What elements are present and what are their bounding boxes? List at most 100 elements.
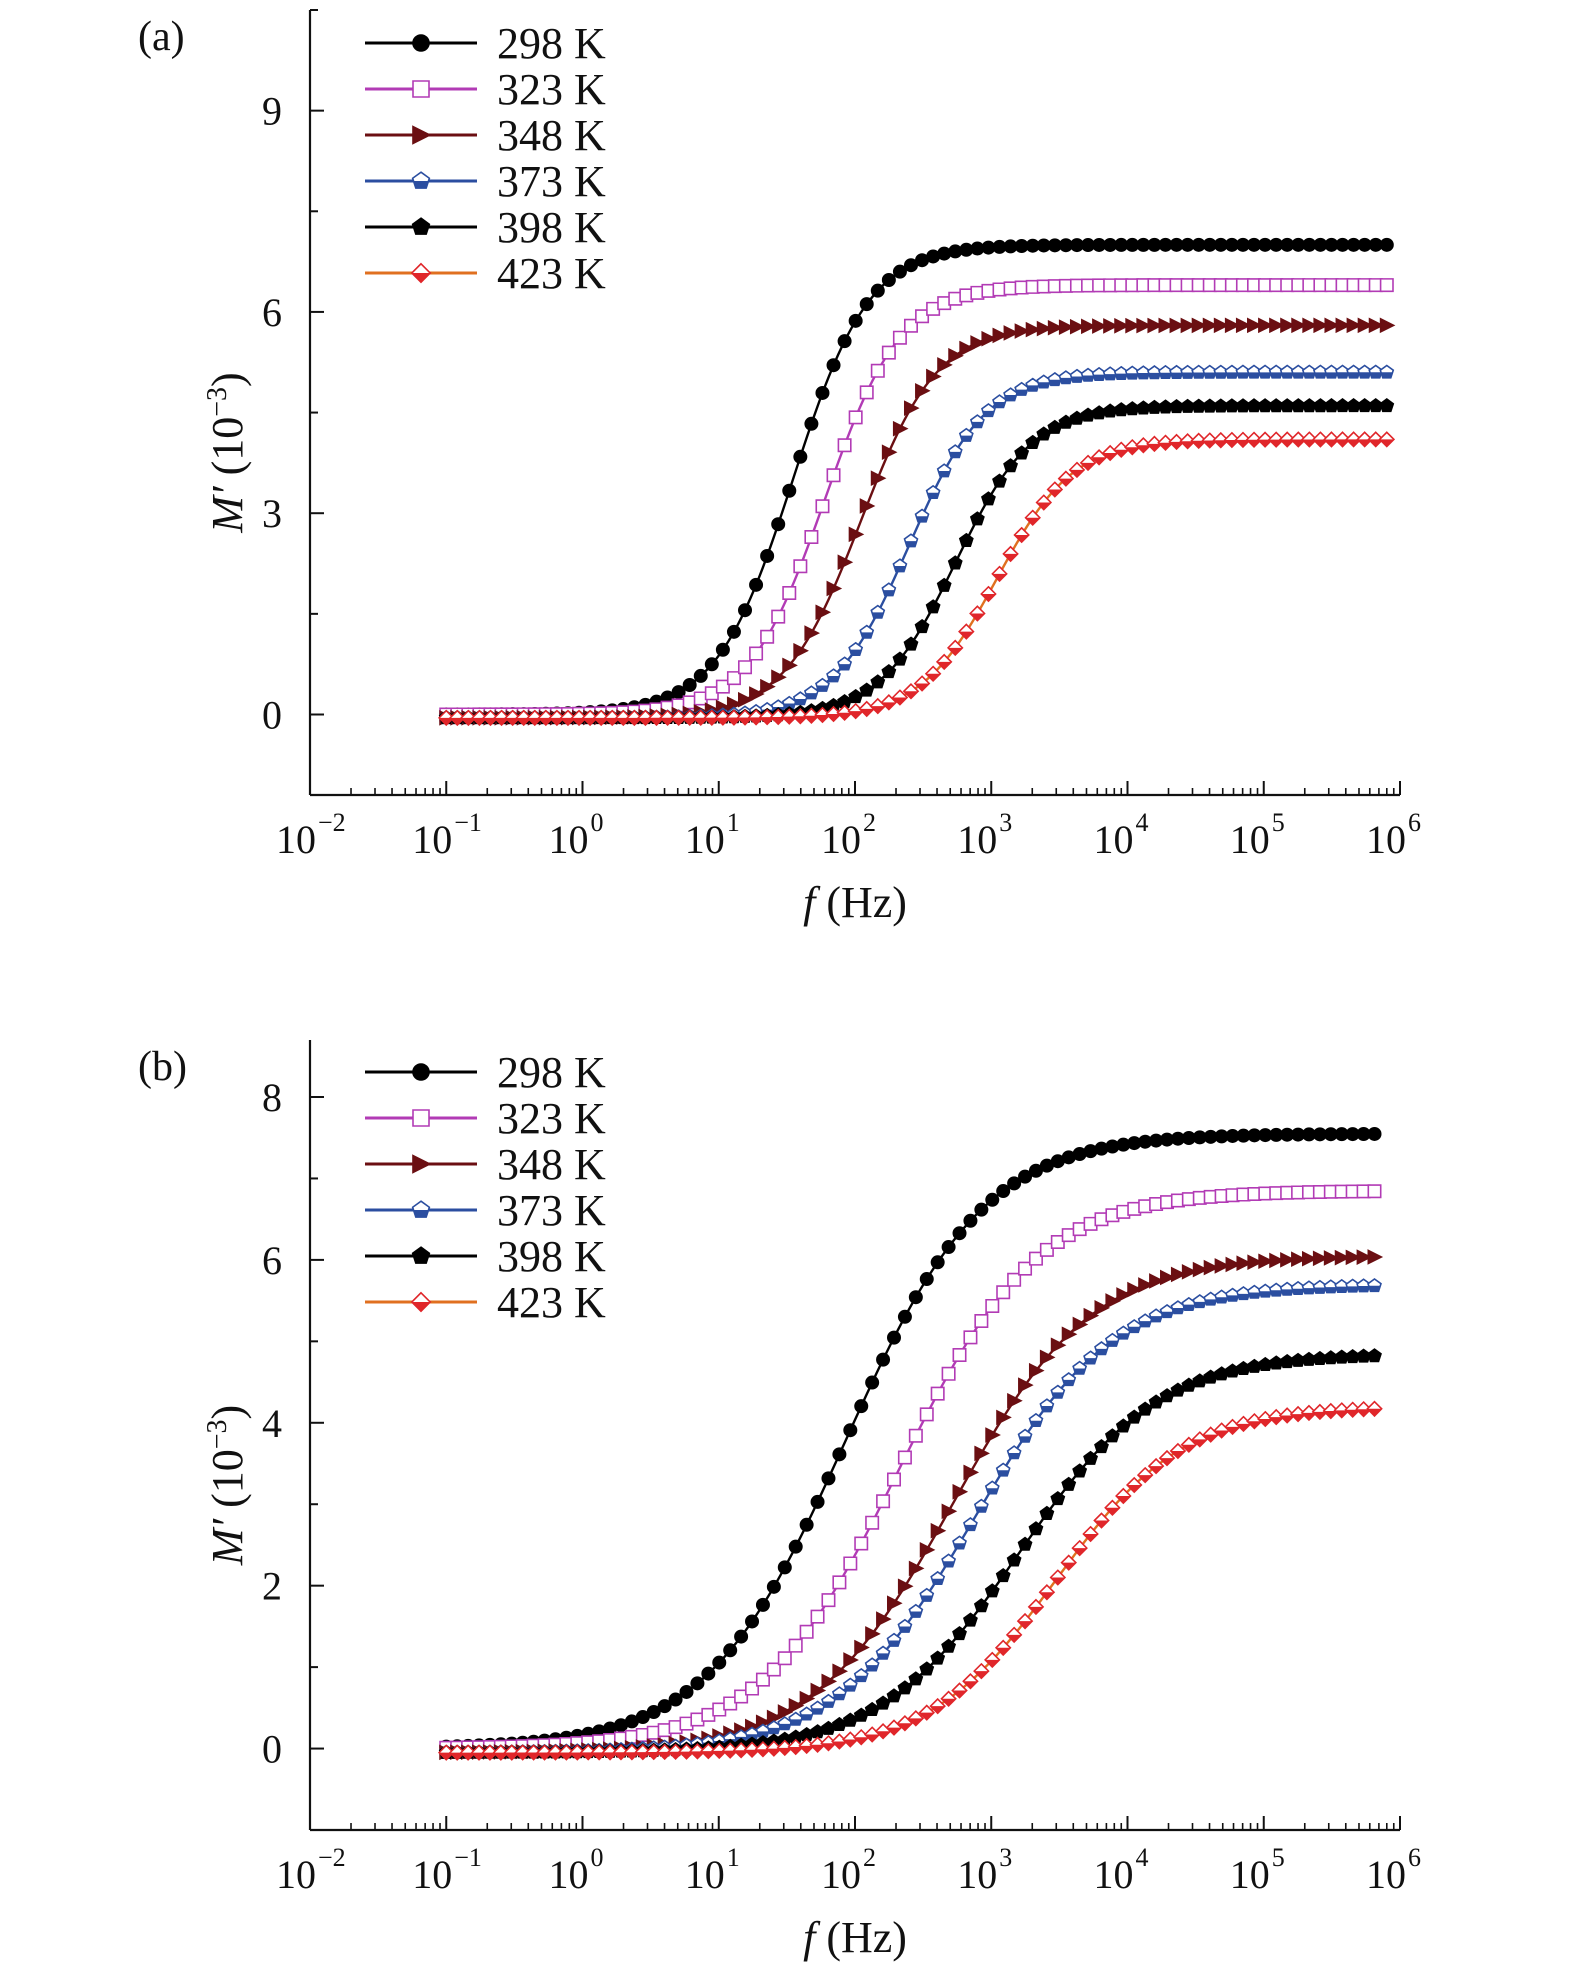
data-point-fill [582,717,598,725]
data-point [1136,317,1152,334]
data-point-fill [1345,1409,1360,1417]
data-point [826,580,843,597]
data-point-fill [1368,439,1383,447]
data-point-fill [1312,1411,1328,1420]
data-point [1028,1251,1043,1266]
data-point [1258,1253,1274,1270]
x-tick-exponent: 6 [1408,808,1421,837]
data-point-fill [1303,372,1316,378]
data-point-fill [1225,1426,1240,1435]
data-point-fill [821,1743,836,1751]
data-point-fill [1369,372,1382,378]
data-point [799,1624,814,1639]
data-point-fill [1037,382,1050,388]
x-tick-label: 10 [821,817,861,862]
data-point [897,1680,913,1695]
data-point-fill [548,1752,563,1760]
panel-label: (b) [138,1044,187,1090]
data-point-fill [1093,374,1105,381]
data-point-fill [494,717,509,725]
data-point-fill [816,685,829,692]
y-tick-label: 3 [262,491,282,536]
data-point [1014,445,1030,460]
data-point-fill [1357,439,1372,447]
legend-label: 348 K [497,111,606,160]
data-point-fill [671,717,686,725]
data-point [771,517,786,532]
data-point-fill [1082,375,1094,381]
data-point-fill [971,421,984,428]
data-point-fill [1357,1286,1370,1292]
data-point-fill [1169,441,1184,450]
data-point-fill [827,676,840,682]
data-point-fill [1094,1520,1109,1528]
data-point [937,357,953,373]
data-point-fill [1334,1410,1349,1418]
data-point-fill [1091,457,1107,465]
data-point [712,1702,727,1717]
data-point [892,651,908,666]
data-point-fill [726,717,742,725]
data-point [865,1375,880,1390]
data-point-fill [931,1578,944,1585]
data-point-fill [1138,1475,1153,1483]
data-point-fill [538,717,553,725]
data-point-fill [624,1752,640,1760]
data-point [1313,317,1330,334]
data-point-fill [1358,372,1371,378]
legend-label: 373 K [497,157,606,206]
data-point [992,473,1007,488]
data-point-fill [1014,535,1029,543]
data-point [1028,1521,1044,1536]
data-point [892,330,907,345]
data-point [892,264,907,279]
data-point-fill [1058,478,1074,486]
data-point [1102,403,1118,418]
data-point [952,1483,969,1500]
data-point-fill [768,1727,780,1734]
data-point [941,1503,958,1520]
data-point [958,532,974,547]
data-point [984,1583,1000,1598]
data-point [1357,317,1374,334]
data-point-fill [1257,439,1273,447]
data-point [1050,1337,1067,1354]
data-point [974,1445,990,1462]
data-point-fill [1290,1414,1306,1422]
data-point-fill [952,1690,967,1698]
data-point-fill [870,706,885,714]
data-point [897,1309,912,1324]
data-point-fill [894,566,906,572]
data-point-fill [1202,440,1217,448]
data-point [1081,318,1097,335]
data-point-fill [1039,1592,1055,1600]
data-point [1181,1263,1198,1280]
data-point [848,688,864,704]
data-point-fill [1069,469,1085,477]
legend-label: 298 K [497,19,606,68]
data-point-fill [860,632,873,638]
data-point-fill [1292,372,1305,378]
data-point [1368,317,1385,334]
data-point [1014,323,1031,339]
data-point-fill [811,1708,824,1714]
data-point [799,1517,814,1532]
data-point [1072,1463,1088,1478]
data-point [1092,318,1108,334]
data-point [1160,1195,1175,1210]
data-point-fill [1115,373,1128,380]
data-point [1235,317,1252,334]
data-point [1214,1258,1231,1274]
data-point [1213,317,1230,334]
data-point [843,1556,858,1571]
y-tick-label: 0 [262,1727,282,1772]
data-point-fill [777,1747,792,1755]
data-point [1091,405,1107,420]
series-line [446,1354,1375,1754]
data-point-fill [993,401,1006,408]
data-point-fill [1347,372,1360,378]
data-point-fill [800,1714,813,1720]
data-point [1323,1250,1340,1266]
data-point [1258,317,1274,334]
